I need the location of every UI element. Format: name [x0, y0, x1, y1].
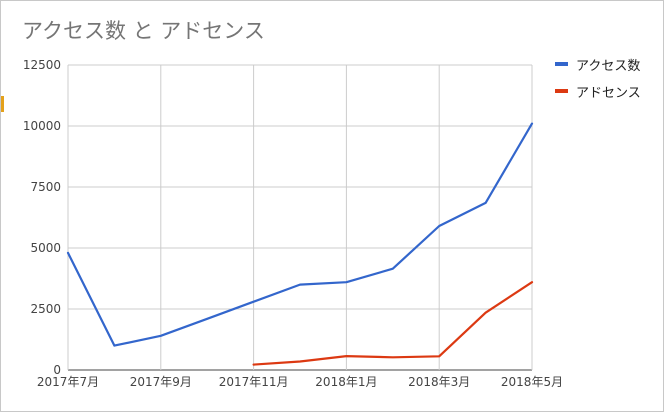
legend-item-access[interactable]: アクセス数	[555, 55, 641, 74]
x-tick-label: 2017年11月	[219, 375, 289, 389]
x-tick-label: 2018年5月	[501, 375, 563, 389]
y-tick-label: 5000	[30, 241, 61, 255]
chart-title: アクセス数 と アドセンス	[22, 19, 265, 43]
x-axis-labels: 2017年7月 2017年9月 2017年11月 2018年1月 2018年3月 2018…	[37, 375, 563, 389]
y-tick-label: 2500	[30, 302, 61, 316]
legend-item-adsense[interactable]: アドセンス	[555, 82, 641, 101]
x-tick-label: 2017年9月	[130, 375, 192, 389]
y-axis-labels: 0 2500 5000 7500 10000 12500	[23, 58, 61, 377]
x-tick-label: 2018年3月	[408, 375, 470, 389]
legend-swatch-access	[555, 62, 568, 66]
series-line-0	[66, 122, 534, 347]
x-tick-label: 2018年1月	[315, 375, 377, 389]
series-line-1	[252, 281, 534, 366]
series-lines	[66, 122, 534, 366]
legend-swatch-adsense	[555, 89, 568, 93]
legend: アクセス数 アドセンス	[555, 55, 641, 109]
legend-label-access: アクセス数	[576, 58, 641, 74]
y-tick-label: 7500	[30, 180, 61, 194]
y-tick-label: 12500	[23, 58, 61, 72]
edge-marker	[1, 96, 4, 112]
x-tick-label: 2017年7月	[37, 375, 99, 389]
legend-label-adsense: アドセンス	[576, 85, 641, 101]
grid-lines	[67, 64, 533, 371]
y-tick-label: 0	[53, 363, 61, 377]
y-tick-label: 10000	[23, 119, 61, 133]
